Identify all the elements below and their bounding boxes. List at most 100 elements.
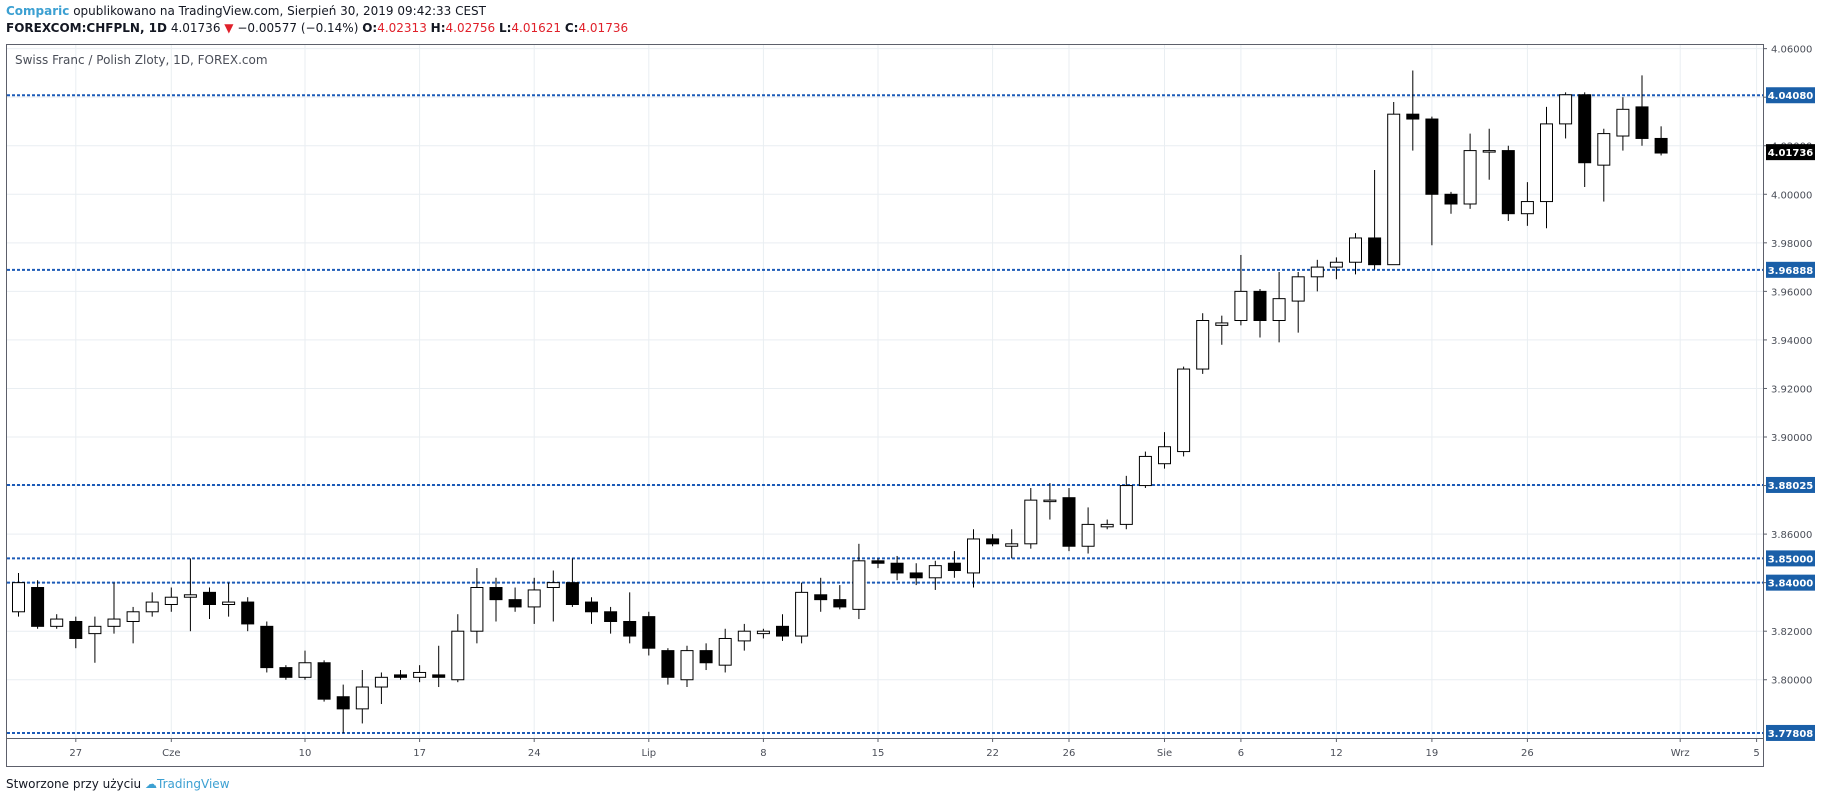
candle[interactable]	[298, 650, 312, 680]
candle[interactable]	[1177, 366, 1191, 457]
candle[interactable]	[1005, 529, 1019, 559]
candle[interactable]	[1100, 519, 1114, 530]
tradingview-link[interactable]: TradingView	[157, 777, 230, 791]
candle[interactable]	[12, 572, 25, 617]
candle[interactable]	[795, 582, 809, 644]
candle[interactable]	[909, 563, 923, 586]
candle[interactable]	[1138, 451, 1152, 488]
candle[interactable]	[1444, 191, 1458, 214]
candle[interactable]	[222, 582, 236, 617]
candle[interactable]	[1062, 487, 1076, 552]
candle[interactable]	[355, 670, 369, 724]
candle[interactable]	[1520, 182, 1534, 226]
candle[interactable]	[145, 592, 159, 617]
candle[interactable]	[1196, 313, 1210, 374]
candle[interactable]	[852, 543, 866, 620]
candle[interactable]	[1272, 271, 1286, 343]
candle[interactable]	[31, 580, 45, 629]
candle[interactable]	[756, 628, 770, 639]
candle[interactable]	[1329, 257, 1343, 280]
level-label-text: 3.96888	[1768, 266, 1814, 277]
candle[interactable]	[50, 614, 64, 629]
candle[interactable]	[203, 587, 216, 620]
candle[interactable]	[69, 616, 83, 649]
candle[interactable]	[1635, 75, 1649, 146]
candle[interactable]	[947, 551, 961, 578]
candle[interactable]	[470, 568, 484, 644]
horizontal-levels[interactable]	[7, 94, 1763, 734]
candle[interactable]	[928, 560, 942, 590]
candle[interactable]	[604, 606, 618, 634]
candle[interactable]	[279, 665, 293, 680]
candles[interactable]	[12, 70, 1668, 734]
candle[interactable]	[260, 621, 274, 673]
candle[interactable]	[585, 597, 598, 624]
candle[interactable]	[1482, 128, 1496, 180]
candle[interactable]	[546, 570, 560, 622]
time-axis[interactable]: 27 Cze 10 17 24 Lip 8 15 22 26 Sie 6 12 19 26 Wrz 5	[69, 738, 1760, 759]
candle[interactable]	[394, 670, 407, 680]
candle[interactable]	[1501, 145, 1515, 221]
candle[interactable]	[890, 555, 904, 581]
candle[interactable]	[1463, 133, 1477, 209]
candle[interactable]	[1119, 475, 1133, 530]
candle[interactable]	[1158, 432, 1171, 469]
candle[interactable]	[1081, 507, 1095, 554]
candle[interactable]	[967, 529, 980, 588]
candle[interactable]	[661, 648, 675, 685]
candle-body-down	[642, 616, 656, 649]
candle[interactable]	[1234, 254, 1248, 326]
candle[interactable]	[1024, 487, 1038, 549]
candle[interactable]	[451, 614, 465, 683]
author-link[interactable]: Comparic	[6, 4, 70, 18]
candle[interactable]	[986, 534, 1000, 547]
candle[interactable]	[1215, 315, 1229, 345]
x-tick-label: 22	[986, 748, 999, 759]
candle[interactable]	[833, 585, 847, 610]
candle-body-up	[1559, 94, 1573, 125]
candle[interactable]	[336, 684, 350, 734]
candle[interactable]	[432, 645, 446, 688]
candle[interactable]	[1387, 102, 1401, 266]
candle[interactable]	[1559, 92, 1573, 139]
candle[interactable]	[1253, 288, 1267, 338]
candle[interactable]	[1654, 126, 1668, 156]
candle[interactable]	[1540, 106, 1553, 229]
candle[interactable]	[623, 592, 637, 644]
candle[interactable]	[565, 558, 579, 607]
candle[interactable]	[814, 577, 828, 612]
low-label: L:	[498, 21, 512, 35]
candle[interactable]	[1291, 271, 1305, 333]
candle[interactable]	[489, 577, 503, 622]
candle[interactable]	[776, 614, 789, 641]
candle[interactable]	[527, 577, 541, 624]
candle[interactable]	[413, 665, 427, 683]
candle[interactable]	[88, 616, 102, 663]
candle[interactable]	[183, 558, 197, 632]
candle[interactable]	[1406, 70, 1420, 151]
candle[interactable]	[1425, 116, 1439, 246]
candle[interactable]	[737, 623, 751, 651]
candle-body-up	[1081, 523, 1095, 547]
candle-body-up	[126, 611, 140, 622]
candle[interactable]	[1349, 233, 1362, 275]
candle[interactable]	[871, 558, 885, 569]
candle[interactable]	[1578, 92, 1592, 187]
candle[interactable]	[1368, 170, 1382, 270]
candle[interactable]	[107, 582, 121, 634]
candle[interactable]	[241, 597, 255, 632]
candle[interactable]	[374, 672, 388, 705]
candle[interactable]	[699, 643, 713, 671]
candle[interactable]	[642, 611, 656, 656]
candle[interactable]	[317, 660, 331, 702]
candle[interactable]	[1597, 128, 1611, 202]
candle[interactable]	[126, 606, 140, 644]
candle[interactable]	[164, 587, 178, 612]
candle[interactable]	[1310, 259, 1324, 292]
candle[interactable]	[680, 645, 694, 688]
candle[interactable]	[718, 628, 732, 673]
candle[interactable]	[1616, 97, 1630, 151]
candle[interactable]	[508, 587, 522, 612]
candle[interactable]	[1043, 483, 1057, 520]
